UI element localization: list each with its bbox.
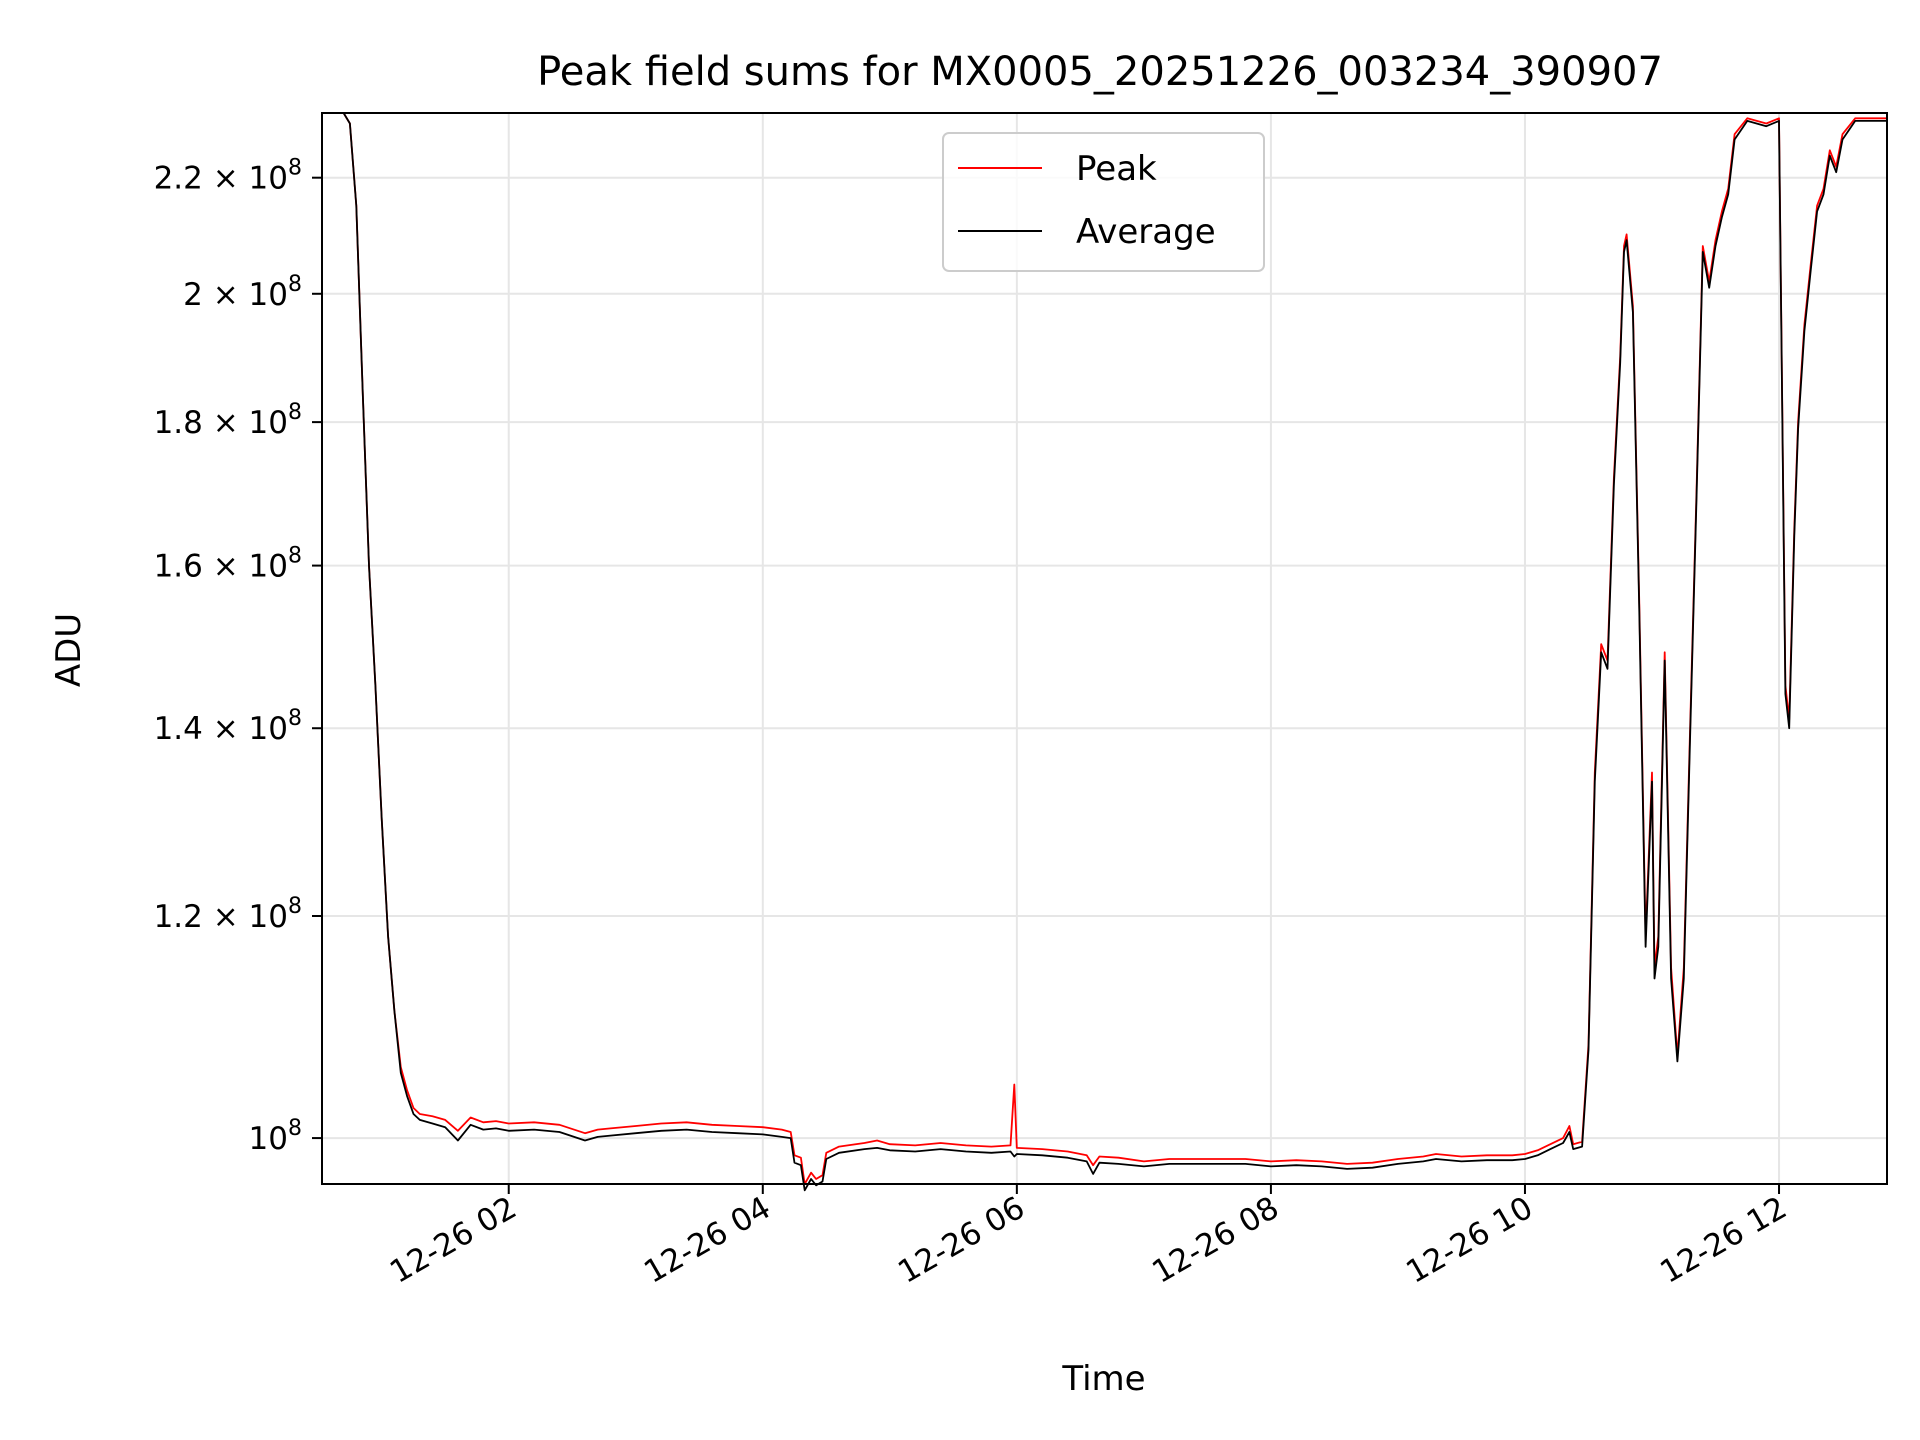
y-tick-label: 1.2 × 108 xyxy=(154,894,302,935)
y-tick-label: 2.2 × 108 xyxy=(154,156,302,197)
y-axis-label: ADU xyxy=(49,613,89,687)
y-tick-label: 1.8 × 108 xyxy=(154,400,302,441)
legend-label-peak: Peak xyxy=(1076,149,1157,189)
legend: Peak Average xyxy=(942,132,1265,272)
y-tick-label: 2 × 108 xyxy=(183,272,302,313)
y-tick-label: 1.6 × 108 xyxy=(154,544,302,585)
legend-label-average: Average xyxy=(1076,212,1216,252)
y-tick-label: 108 xyxy=(249,1116,302,1157)
plot-frame xyxy=(321,112,1888,1185)
x-axis-label: Time xyxy=(1061,1359,1145,1399)
y-axis-ticks: 108 1.2 × 108 1.4 × 108 1.6 × 108 1.8 × 108 2… xyxy=(154,156,322,1157)
y-tick-label: 1.4 × 108 xyxy=(154,706,302,747)
series-line-average xyxy=(322,112,1887,1192)
grid xyxy=(322,113,1887,1184)
series-lines xyxy=(322,112,1887,1192)
chart-title: Peak field sums for MX0005_20251226_0032… xyxy=(537,49,1663,95)
